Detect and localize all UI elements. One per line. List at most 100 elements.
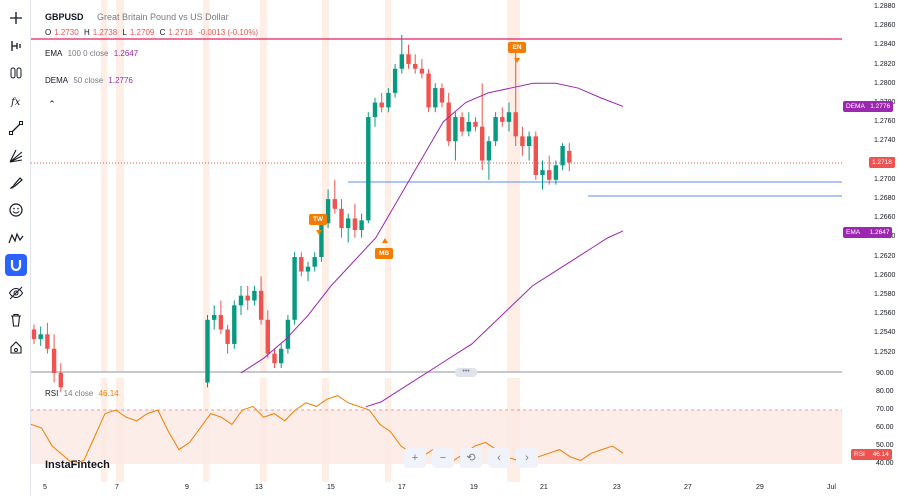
zoom-in-button[interactable]: + [404,448,426,468]
magnet-icon[interactable] [5,254,27,276]
price-chart[interactable] [30,0,842,495]
candle-body [299,257,304,272]
brush-icon[interactable] [5,172,27,194]
price-tick-label: 1.2760 [874,118,896,126]
time-tick-label: 23 [613,484,621,491]
ema-tag-value: 1.2647 [869,229,890,236]
dema-tag-label: DEMA [846,103,865,110]
candle-body [446,102,451,142]
session-band [385,0,391,372]
price-tick-label: 1.2880 [874,3,896,10]
rsi-tick-label: 50.00 [876,442,894,449]
pattern-icon[interactable] [5,227,27,249]
candle-body [319,223,324,258]
candle-body [439,88,445,103]
candle-body [560,146,565,166]
dema-params: 50 close [73,76,104,85]
time-tick-label: 21 [540,484,548,491]
price-tick-label: 1.2680 [874,195,896,202]
candle-body [238,295,244,306]
candle-body [433,88,438,108]
time-tick-label: 19 [470,484,478,491]
ema-price-tag: EMA 1.2647 [843,227,893,238]
fx-icon[interactable]: fx [5,90,27,112]
price-tick-label: 1.2700 [874,175,896,183]
candle-body [392,68,398,93]
candle-body [493,117,498,142]
time-tick-label: 29 [756,484,764,491]
price-axis[interactable]: 1.28801.28601.28401.28201.28001.27801.27… [842,0,900,372]
rsi-value: 46.14 [98,389,119,398]
ema-tag-label: EMA [846,229,860,236]
drawing-toolbar: fx [0,0,31,495]
candle-body [51,348,57,373]
time-tick-label: 27 [684,484,692,491]
candle-body [372,102,378,118]
dema-value: 1.2776 [108,76,133,85]
time-tick-label: 7 [115,484,119,491]
price-tick-label: 1.2540 [874,329,896,337]
candle-body [419,68,425,74]
tw-marker[interactable]: TW [309,214,327,225]
candle-body [466,121,471,132]
zoom-out-button[interactable]: − [432,448,454,468]
price-range-icon[interactable] [5,35,27,57]
time-axis[interactable]: 5 7 9 13 15 17 19 21 23 27 29 Jul [31,482,842,495]
gann-fan-icon[interactable] [5,145,27,167]
close-label: C [159,28,166,37]
candle-body [379,102,384,108]
session-band [101,0,107,372]
time-tick-label: Jul [827,484,836,491]
candle-body [205,319,210,383]
crosshair-icon[interactable] [5,7,27,29]
chart-pane[interactable] [30,0,842,495]
rsi-tick-label: 80.00 [876,388,894,395]
candle-body [513,112,518,137]
dema-legend[interactable]: DEMA 50 close 1.2776 [45,76,136,85]
tw-arrow [316,230,322,235]
svg-text:fx: fx [10,97,21,108]
session-band [116,0,124,372]
price-tick-label: 1.2660 [874,214,896,222]
en-marker[interactable]: EN [508,42,526,53]
candle-body [386,92,391,108]
scroll-left-button[interactable]: ‹ [488,448,510,468]
session-band [203,0,209,372]
time-tick-label: 13 [255,484,263,491]
candle-body [399,54,404,69]
reset-chart-button[interactable]: ⟲ [460,448,482,468]
price-tick-label: 1.2620 [874,252,896,260]
long-position-icon[interactable] [5,62,27,84]
rsi-legend[interactable]: RSI 14 close 46.14 [45,389,122,398]
candle-body [352,218,358,231]
eye-off-icon[interactable] [5,282,27,304]
candle-body [520,136,525,147]
price-tick-label: 1.2860 [874,22,896,30]
mb-marker[interactable]: MB [375,248,393,259]
ema-legend[interactable]: EMA 100 0 close 1.2647 [45,49,141,58]
rsi-tick-label: 40.00 [876,460,894,467]
candle-body [346,218,351,229]
candle-body [45,334,50,349]
pane-resize-handle[interactable]: ••• [455,368,477,377]
emoji-icon[interactable] [5,199,27,221]
rsi-params: 14 close [63,389,94,398]
dema-label: DEMA [45,76,69,85]
session-band [322,0,329,372]
candle-body [58,372,63,388]
ema-line [365,230,624,408]
trash-icon[interactable] [5,309,27,331]
price-tick-label: 1.2840 [874,41,896,49]
collapse-legend-icon[interactable]: ⌃ [48,99,56,109]
scroll-right-button[interactable]: › [516,448,538,468]
dema-tag-value: 1.2776 [870,103,891,110]
trend-line-icon[interactable] [5,117,27,139]
rsi-axis[interactable]: 90.00 80.00 70.00 60.00 50.00 40.00 [842,370,900,482]
high-value: 1.2738 [92,28,118,37]
lock-icon[interactable] [5,337,27,359]
candle-body [406,54,411,64]
session-band [260,0,267,372]
time-tick-label: 5 [43,484,47,491]
price-tick-label: 1.2560 [874,310,896,318]
candle-body [480,126,485,161]
